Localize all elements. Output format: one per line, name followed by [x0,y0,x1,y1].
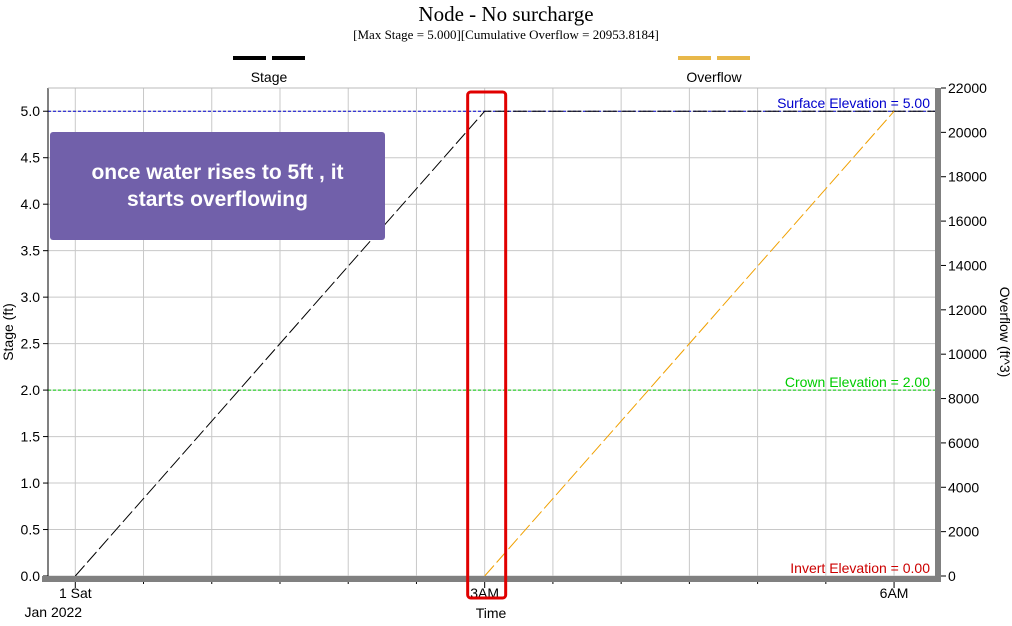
chart-subtitle: [Max Stage = 5.000][Cumulative Overflow … [353,27,659,42]
legend-label: Overflow [686,69,742,85]
reference-line-label: Surface Elevation = 5.00 [777,95,930,111]
y-axis-label: Stage (ft) [0,303,16,361]
y2-tick-label: 20000 [948,124,987,140]
legend-swatch [717,56,750,60]
reference-line-label: Invert Elevation = 0.00 [790,560,930,576]
reference-lines [48,110,935,391]
y-tick-label: 4.0 [21,196,41,212]
y-tick-label: 2.0 [21,382,41,398]
annotation-callout: once water rises to 5ft , it starts over… [50,132,385,240]
legend-label: Stage [251,69,288,85]
y2-tick-label: 12000 [948,302,987,318]
x-tick-label: 1 Sat [59,585,92,601]
highlight-box [466,90,508,600]
series-layer [74,110,935,577]
series-line-overflow [484,110,895,577]
series-line-stage [74,110,935,577]
y-tick-label: 0.5 [21,522,41,538]
axes [42,87,946,588]
y-tick-label: 2.5 [21,336,41,352]
labels: 0.0 0.5 1.0 1.5 2.0 2.5 3.0 3.5 4.0 4.5 5.0 0 2000 40… [21,56,987,620]
legend-swatch [233,56,266,60]
reference-line-label: Crown Elevation = 2.00 [785,374,930,390]
x-axis-label: Time [476,605,507,621]
y2-axis-label: Overflow (ft^3) [997,287,1012,378]
y-tick-label: 3.0 [21,289,41,305]
y-tick-label: 3.5 [21,243,41,259]
y2-tick-label: 8000 [948,391,979,407]
y2-tick-label: 22000 [948,80,987,96]
y2-tick-label: 14000 [948,257,987,273]
legend-swatch [272,56,305,60]
y2-tick-label: 4000 [948,479,979,495]
y-tick-label: 1.5 [21,429,41,445]
chart-title: Node - No surcharge [418,2,593,26]
legend-swatch [678,56,711,60]
y2-tick-label: 10000 [948,346,987,362]
y2-tick-label: 0 [948,568,956,584]
x-axis-bar [42,576,941,582]
y-tick-label: 5.0 [21,103,41,119]
y2-tick-label: 18000 [948,169,987,185]
y2-axis-bar [935,88,941,582]
y2-tick-label: 16000 [948,213,987,229]
y-tick-label: 0.0 [21,568,41,584]
y2-tick-label: 2000 [948,524,979,540]
x-tick-sublabel: Jan 2022 [24,604,82,620]
y2-tick-label: 6000 [948,435,979,451]
y-tick-label: 4.5 [21,150,41,166]
y-tick-label: 1.0 [21,475,41,491]
x-tick-label: 6AM [880,585,909,601]
